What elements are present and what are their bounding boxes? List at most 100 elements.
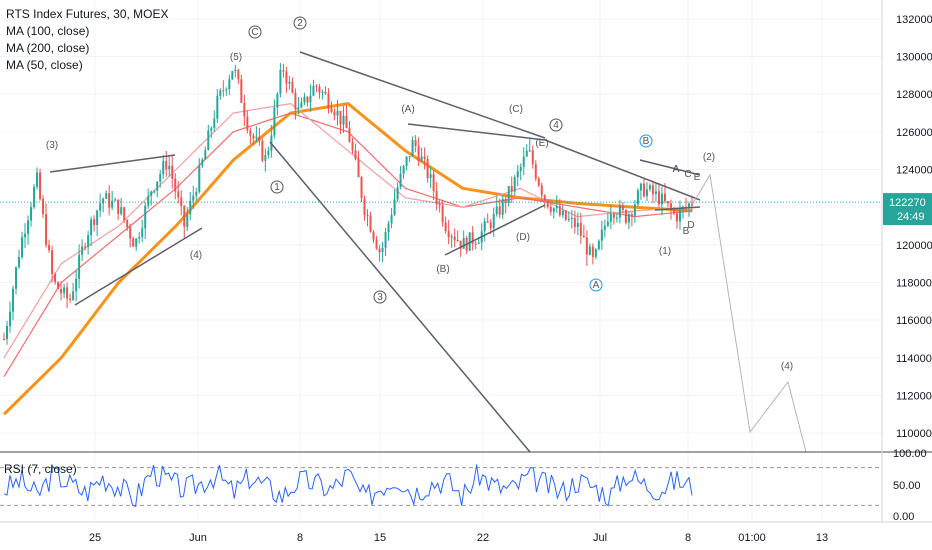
candle-body [168,165,171,170]
candle-body [639,183,642,191]
candle-body [30,207,33,221]
grid [0,0,882,522]
wave-text: E [694,172,701,183]
candle-body [114,199,117,201]
candle-body [513,177,516,192]
candle-body [321,91,324,93]
candle-body [330,108,333,112]
time-axis[interactable]: 25 Jun 8 15 22 Jul 8 01:00 13 [0,521,932,544]
candle-body [357,158,360,178]
candle-body [93,219,96,225]
candle-body [204,150,207,160]
candle-body [459,240,462,249]
candle-body [6,326,9,340]
candle-body [390,214,393,224]
candle-body [375,239,378,249]
candle-body [342,115,345,125]
candle-body [120,207,123,214]
candle-body [132,238,135,247]
price-tick-label: 116000 [896,315,932,327]
candle-body [180,197,183,206]
indicator-ma200[interactable]: MA (200, close) [6,41,90,55]
candle-body [162,161,165,175]
candle-body [675,213,678,222]
candle-body [627,214,630,223]
candle-body [195,191,198,196]
candle-body [444,222,447,232]
candle-body [660,193,663,205]
candle-body [54,273,57,283]
indicator-ma50[interactable]: MA (50, close) [6,58,83,72]
candle-body [648,185,651,190]
candle-body [246,116,249,131]
candle-body [552,208,555,212]
candle-body [24,233,27,238]
candle-body [483,221,486,232]
candle-body [258,136,261,141]
wave-text: C [251,27,258,38]
candle-body [207,130,210,151]
candle-body [33,186,36,208]
wave-label: (2) [703,152,715,163]
candle-body [213,118,216,129]
rsi-line [3,464,693,507]
price-tick-label: 130000 [896,52,932,64]
candle-body [594,249,597,257]
candle-body [597,240,600,250]
candle-body [174,178,177,192]
wave-text: 1 [274,182,280,193]
candle-body [600,229,603,241]
candle-body [405,156,408,166]
price-axis[interactable]: 1320001300001280001260001240001220001200… [881,0,932,523]
candle-body [519,166,522,172]
rsi-legend[interactable]: RSI (7, close) [4,462,77,476]
candle-body [507,186,510,204]
candle-body [57,282,60,290]
candle-body [9,311,12,327]
candle-body [165,161,168,170]
symbol-title[interactable]: RTS Index Futures, 30, MOEX [6,7,169,21]
wave-label: 1 [270,180,284,194]
candle-body [84,246,87,248]
wave-label: (D) [516,232,530,243]
wave-label: B [683,226,690,237]
price-tick-label: 114000 [896,353,932,365]
rsi-pane [0,451,932,507]
candle-body [516,171,519,178]
indicator-ma100[interactable]: MA (100, close) [6,24,90,38]
candle-body [27,220,30,234]
price-tick-label: 124000 [896,165,932,177]
candle-body [645,189,648,197]
candle-body [231,71,234,80]
candle-body [192,195,195,201]
candle-body [102,198,105,204]
candle-body [354,150,357,159]
wave-label: (C) [509,104,523,115]
candle-body [150,191,153,196]
wave-circle [248,25,262,39]
candle-body [282,70,285,72]
last-price-label: 122270 [889,197,926,209]
candle-body [429,174,432,179]
wave-label: 4 [549,118,563,132]
candle-body [18,257,21,268]
candle-body [141,228,144,238]
candle-body [456,240,459,242]
candle-body [633,204,636,216]
wave-text: (A) [401,104,414,115]
candle-body [63,287,66,294]
wave-text: (1) [659,246,671,257]
wave-text: A [673,164,680,175]
candle-body [345,115,348,129]
candle-body [657,191,660,205]
ma50-line [3,102,693,359]
candle-body [543,195,546,201]
candle-body [471,232,474,244]
candle-body [315,85,318,87]
wave-text: 3 [377,292,383,303]
wave-circle [270,180,284,194]
time-tick-label: 15 [374,532,386,544]
candle-body [447,231,450,238]
